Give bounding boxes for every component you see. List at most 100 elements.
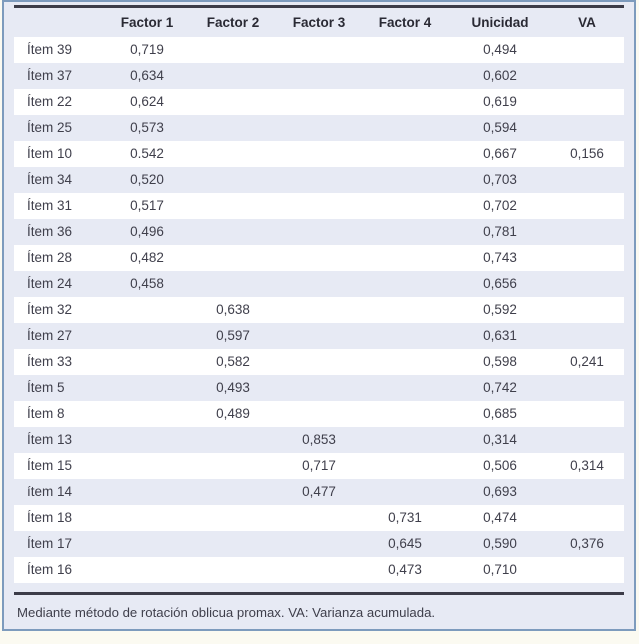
header-factor-4: Factor 4 (378, 14, 432, 30)
header-unicidad: Unicidad (471, 14, 529, 30)
item-label: Ítem 8 (27, 406, 65, 421)
value-cell-unicidad: 0,702 (483, 198, 517, 213)
value-cell-unicidad: 0,710 (483, 562, 517, 577)
value-cell-f1: 0,719 (130, 42, 164, 57)
header-va: VA (578, 14, 596, 30)
table-row: Ítem 10 0.542 0,667 0,156 (14, 141, 624, 167)
table-bottom-rule (14, 592, 624, 595)
table-row: Ítem 33 0,582 0,598 0,241 (14, 349, 624, 375)
value-cell-unicidad: 0,598 (483, 354, 517, 369)
table-row: ítem 14 0,477 0,693 (14, 479, 624, 505)
value-cell-f4: 0,473 (388, 562, 422, 577)
item-label: Ítem 27 (27, 328, 73, 343)
value-cell-unicidad: 0,693 (483, 484, 517, 499)
table-row: Ítem 17 0,645 0,590 0,376 (14, 531, 624, 557)
table-row: Ítem 36 0,496 0,781 (14, 219, 624, 245)
value-cell-unicidad: 0,619 (483, 94, 517, 109)
table-row: Ítem 15 0,717 0,506 0,314 (14, 453, 624, 479)
table-row: Ítem 5 0,493 0,742 (14, 375, 624, 401)
table-row: Ítem 16 0,473 0,710 (14, 557, 624, 583)
value-cell-unicidad: 0,506 (483, 458, 517, 473)
item-label: Ítem 10 (27, 146, 73, 161)
value-cell-unicidad: 0,594 (483, 120, 517, 135)
item-label: Ítem 5 (27, 380, 65, 395)
table-row: Ítem 37 0,634 0,602 (14, 63, 624, 89)
table-top-rule (14, 5, 624, 8)
value-cell-f2: 0,582 (216, 354, 250, 369)
value-cell-unicidad: 0,590 (483, 536, 517, 551)
header-factor-3: Factor 3 (292, 14, 346, 30)
item-label: Ítem 32 (27, 302, 73, 317)
value-cell-f1: 0,520 (130, 172, 164, 187)
table-row: Ítem 39 0,719 0,494 (14, 37, 624, 63)
value-cell-f1: 0,573 (130, 120, 164, 135)
table-header-row: Factor 1 Factor 2 Factor 3 Factor 4 Unicidad… (14, 8, 624, 37)
value-cell-va: 0,314 (570, 458, 604, 473)
item-label: Ítem 18 (27, 510, 73, 525)
value-cell-f3: 0,853 (302, 432, 336, 447)
value-cell-unicidad: 0,314 (483, 432, 517, 447)
item-label: Ítem 15 (27, 458, 73, 473)
item-label: Ítem 22 (27, 94, 73, 109)
table-row: Ítem 18 0,731 0,474 (14, 505, 624, 531)
value-cell-unicidad: 0,685 (483, 406, 517, 421)
value-cell-unicidad: 0,742 (483, 380, 517, 395)
value-cell-unicidad: 0,474 (483, 510, 517, 525)
value-cell-va: 0,156 (570, 146, 604, 161)
item-label: ítem 14 (27, 484, 73, 499)
item-label: Ítem 13 (27, 432, 73, 447)
table-row: Ítem 13 0,853 0,314 (14, 427, 624, 453)
value-cell-unicidad: 0,656 (483, 276, 517, 291)
item-label: Ítem 37 (27, 68, 73, 83)
value-cell-unicidad: 0,494 (483, 42, 517, 57)
item-label: Ítem 39 (27, 42, 73, 57)
item-label: Ítem 34 (27, 172, 73, 187)
item-label: Ítem 28 (27, 250, 73, 265)
item-label: Ítem 17 (27, 536, 73, 551)
header-factor-2: Factor 2 (206, 14, 260, 30)
item-label: Ítem 24 (27, 276, 73, 291)
value-cell-f1: 0,634 (130, 68, 164, 83)
table-footnote: Mediante método de rotación oblicua prom… (17, 604, 436, 620)
table-row: Ítem 22 0,624 0,619 (14, 89, 624, 115)
item-label: Ítem 16 (27, 562, 73, 577)
value-cell-unicidad: 0,703 (483, 172, 517, 187)
value-cell-f1: 0,458 (130, 276, 164, 291)
header-factor-1: Factor 1 (120, 14, 174, 30)
value-cell-unicidad: 0,631 (483, 328, 517, 343)
value-cell-f3: 0,717 (302, 458, 336, 473)
value-cell-f3: 0,477 (302, 484, 336, 499)
table-row: Ítem 25 0,573 0,594 (14, 115, 624, 141)
table-row: Ítem 24 0,458 0,656 (14, 271, 624, 297)
item-label: Ítem 31 (27, 198, 73, 213)
table-row: Ítem 31 0,517 0,702 (14, 193, 624, 219)
item-label: Ítem 33 (27, 354, 73, 369)
value-cell-unicidad: 0,781 (483, 224, 517, 239)
page: Factor 1 Factor 2 Factor 3 Factor 4 Unicidad… (2, 0, 636, 631)
factor-analysis-table: Factor 1 Factor 2 Factor 3 Factor 4 Unicidad… (2, 0, 636, 631)
item-label: Ítem 36 (27, 224, 73, 239)
value-cell-va: 0,241 (570, 354, 604, 369)
table-row: Ítem 27 0,597 0,631 (14, 323, 624, 349)
value-cell-f1: 0,496 (130, 224, 164, 239)
table-body: Ítem 39 0,719 0,494 Ítem 37 0,634 0,602 Ítem 2… (14, 37, 624, 583)
value-cell-f4: 0,645 (388, 536, 422, 551)
value-cell-f1: 0.542 (130, 146, 164, 161)
value-cell-f2: 0,493 (216, 380, 250, 395)
item-label: Ítem 25 (27, 120, 73, 135)
value-cell-f2: 0,638 (216, 302, 250, 317)
value-cell-f1: 0,624 (130, 94, 164, 109)
value-cell-unicidad: 0,667 (483, 146, 517, 161)
value-cell-unicidad: 0,592 (483, 302, 517, 317)
table-row: Ítem 34 0,520 0,703 (14, 167, 624, 193)
table-row: Ítem 28 0,482 0,743 (14, 245, 624, 271)
value-cell-va: 0,376 (570, 536, 604, 551)
table-row: Ítem 32 0,638 0,592 (14, 297, 624, 323)
value-cell-f2: 0,489 (216, 406, 250, 421)
value-cell-f1: 0,517 (130, 198, 164, 213)
table-row: Ítem 8 0,489 0,685 (14, 401, 624, 427)
value-cell-unicidad: 0,743 (483, 250, 517, 265)
value-cell-f2: 0,597 (216, 328, 250, 343)
value-cell-unicidad: 0,602 (483, 68, 517, 83)
value-cell-f4: 0,731 (388, 510, 422, 525)
